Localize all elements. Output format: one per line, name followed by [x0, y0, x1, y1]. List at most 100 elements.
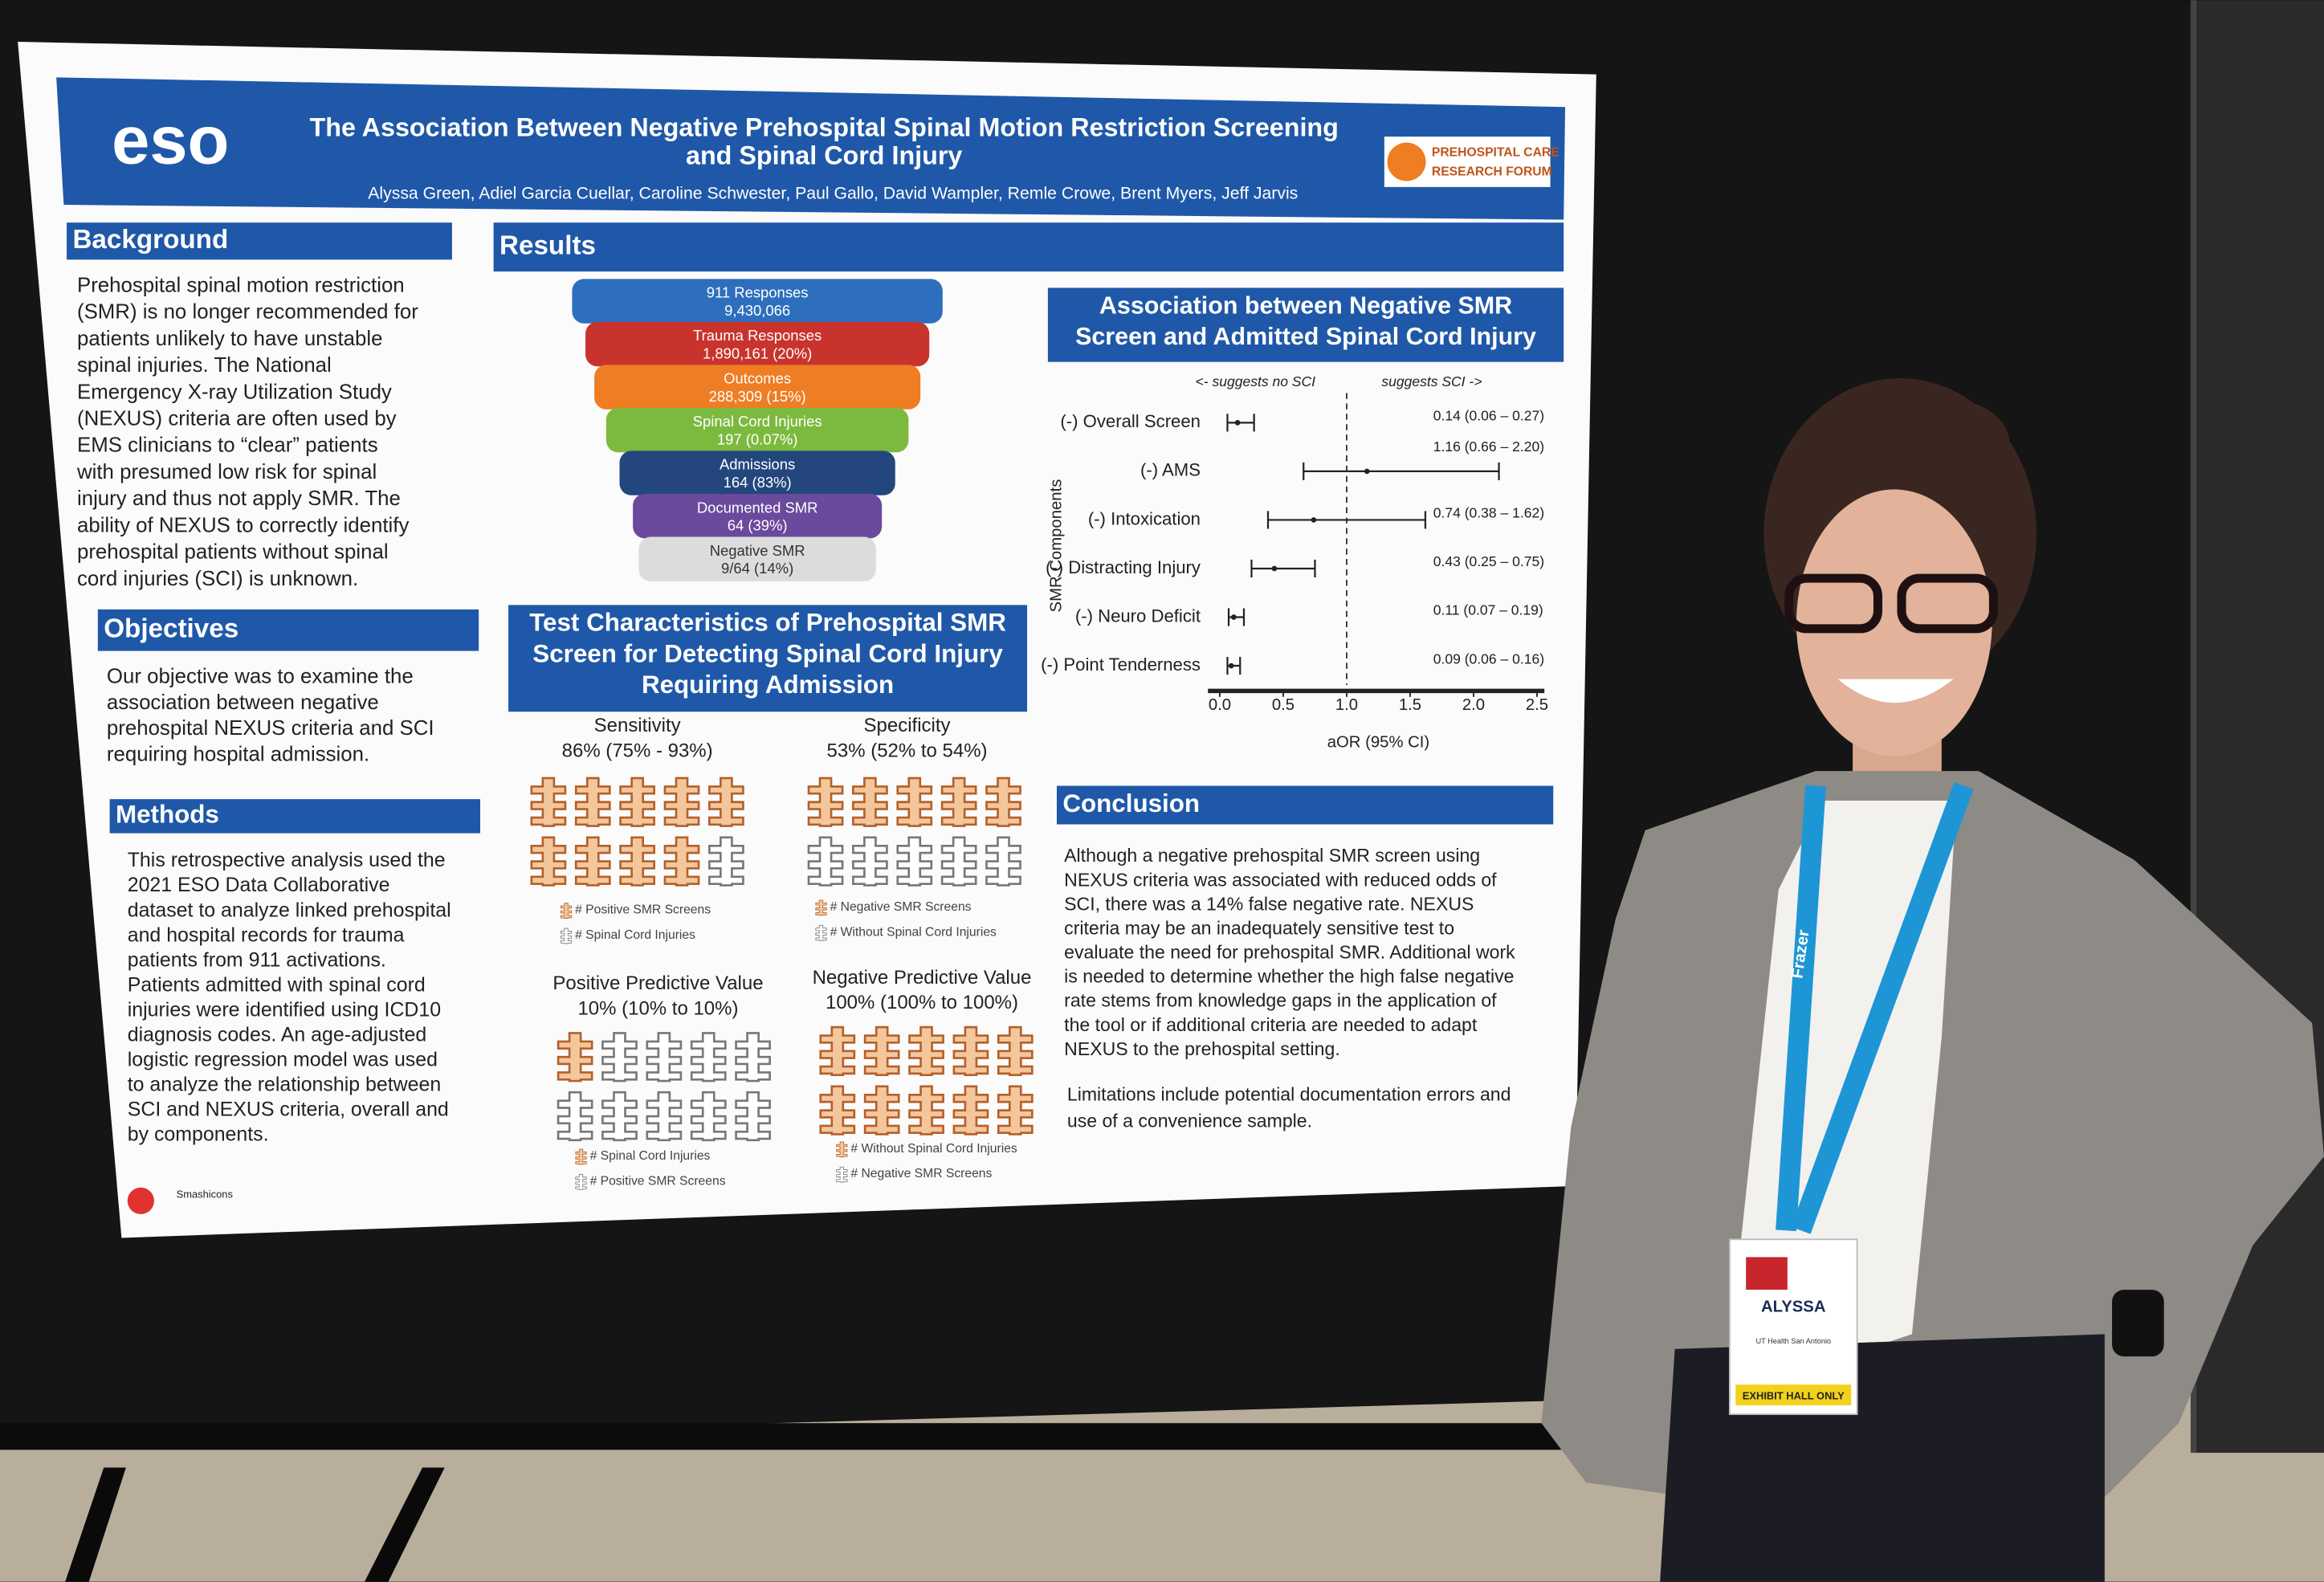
icon-shape — [690, 1032, 727, 1083]
point-estimate — [1271, 565, 1278, 572]
background-text: ability of NEXUS to correctly identify — [77, 514, 409, 536]
panel-legend: # Without Spinal Cord Injuries — [830, 925, 997, 939]
panel-legend: # Negative SMR Screens — [850, 1167, 992, 1180]
icon-shape — [852, 836, 888, 887]
conclusion-text: rate stems from knowledge gaps in the ap… — [1064, 990, 1497, 1011]
icon-shape — [815, 924, 827, 941]
icon-shape — [836, 1166, 848, 1183]
forum-name: PREHOSPITAL CARE — [1432, 146, 1560, 160]
point-estimate — [1231, 614, 1237, 620]
panel-title: Positive Predictive Value — [552, 972, 763, 994]
objectives-text: requiring hospital admission. — [107, 744, 369, 766]
methods-text: logistic regression model was used — [128, 1048, 438, 1070]
section-heading: Methods — [116, 801, 219, 829]
person-icon — [807, 777, 844, 827]
funnel-label: Trauma Responses — [693, 327, 822, 344]
methods-text: by components. — [128, 1123, 269, 1145]
x-tick-label: 0.5 — [1272, 696, 1295, 714]
person-icon — [852, 836, 888, 887]
icon-shape — [815, 899, 827, 916]
funnel-value: 9,430,066 — [724, 302, 790, 319]
authors: Alyssa Green, Adiel Garcia Cuellar, Caro… — [368, 185, 1298, 203]
icon-shape — [896, 836, 933, 887]
icon-shape — [530, 836, 567, 887]
person-icon — [663, 836, 700, 887]
point-estimate — [1228, 663, 1234, 669]
funnel-layer — [633, 493, 883, 539]
person-icon — [575, 1174, 587, 1190]
icon-shape — [601, 1032, 638, 1083]
forest-row-label: (-) Distracting Injury — [1046, 557, 1201, 577]
panel-legend: # Positive SMR Screens — [590, 1174, 726, 1188]
methods-text: SCI and NEXUS criteria, overall and — [128, 1098, 449, 1120]
person-icon — [601, 1032, 638, 1083]
limitations-text: Limitations include potential documentat… — [1067, 1083, 1511, 1104]
conclusion-text: the tool or if additional criteria are n… — [1064, 1014, 1478, 1035]
icon-shape — [985, 777, 1021, 827]
forest-x-label: aOR (95% CI) — [1327, 733, 1429, 751]
icon-shape — [690, 1091, 727, 1142]
icon-shape — [852, 777, 888, 827]
methods-text: Patients admitted with spinal cord — [128, 973, 426, 996]
icon-shape — [807, 777, 844, 827]
person-icon — [997, 1085, 1034, 1136]
test-title-box — [508, 605, 1028, 712]
forest-row-label: (-) Neuro Deficit — [1075, 605, 1201, 626]
x-tick-label: 1.0 — [1335, 696, 1358, 714]
icon-shape — [952, 1085, 989, 1136]
background-text: with presumed low risk for spinal — [76, 461, 377, 483]
point-estimate — [1234, 420, 1241, 426]
section-heading: Background — [72, 225, 228, 255]
methods-text: dataset to analyze linked prehospital — [128, 899, 451, 921]
person-icon — [575, 1148, 587, 1165]
test-title: Test Characteristics of Prehospital SMR — [529, 609, 1006, 637]
forest-value-label: 1.16 (0.66 – 2.20) — [1433, 438, 1544, 455]
person-icon — [663, 777, 700, 827]
icon-shape — [819, 1025, 856, 1076]
funnel-value: 288,309 (15%) — [709, 388, 806, 405]
smile — [1837, 679, 1954, 703]
person-icon — [819, 1025, 856, 1076]
badge-flag — [1746, 1257, 1788, 1290]
forest-row-label: (-) Point Tenderness — [1041, 654, 1201, 675]
conclusion-text: criteria may be an inadequately sensitiv… — [1064, 917, 1454, 938]
person-icon — [940, 777, 977, 827]
trousers — [1660, 1334, 2105, 1582]
person-icon — [735, 1091, 771, 1142]
forest-row-label: (-) Intoxication — [1088, 508, 1201, 528]
conclusion-text: NEXUS criteria was associated with reduc… — [1064, 869, 1497, 890]
test-title: Requiring Admission — [642, 671, 894, 699]
funnel-layer — [585, 321, 930, 367]
person-icon — [952, 1025, 989, 1076]
icon-shape — [708, 777, 744, 827]
person-icon — [940, 836, 977, 887]
person-icon — [815, 899, 827, 916]
background-text: (SMR) is no longer recommended for — [77, 301, 418, 324]
icon-shape — [619, 836, 655, 887]
forest-row-label: (-) Overall Screen — [1060, 411, 1201, 431]
icon-shape — [557, 1091, 593, 1142]
poster-title: The Association Between Negative Prehosp… — [310, 112, 1339, 141]
panel-value: 100% (100% to 100%) — [826, 992, 1018, 1013]
background-text: injury and thus not apply SMR. The — [77, 487, 401, 510]
section-heading-bar — [1056, 785, 1554, 825]
section-heading-bar — [493, 222, 1564, 272]
board-bottom — [0, 1423, 1631, 1450]
forest-value-label: 0.14 (0.06 – 0.27) — [1433, 408, 1544, 424]
person-icon — [985, 836, 1021, 887]
methods-text: patients from 911 activations. — [128, 948, 386, 971]
badge-strip — [1735, 1384, 1852, 1406]
forum-name: RESEARCH FORUM — [1432, 165, 1552, 179]
funnel-layer — [594, 365, 921, 410]
forest-value-label: 0.11 (0.07 – 0.19) — [1433, 602, 1543, 618]
x-tick-label: 1.5 — [1399, 696, 1421, 714]
person-icon — [646, 1091, 683, 1142]
funnel-value: 1,890,161 (20%) — [703, 345, 812, 361]
panel-title: Specificity — [864, 715, 951, 736]
icon-shape — [557, 1032, 593, 1083]
icon-shape — [952, 1025, 989, 1076]
glasses-left — [1784, 573, 1882, 634]
credit-icon — [127, 1187, 154, 1214]
panel-legend: # Positive SMR Screens — [575, 903, 711, 917]
icon-shape — [819, 1085, 856, 1136]
